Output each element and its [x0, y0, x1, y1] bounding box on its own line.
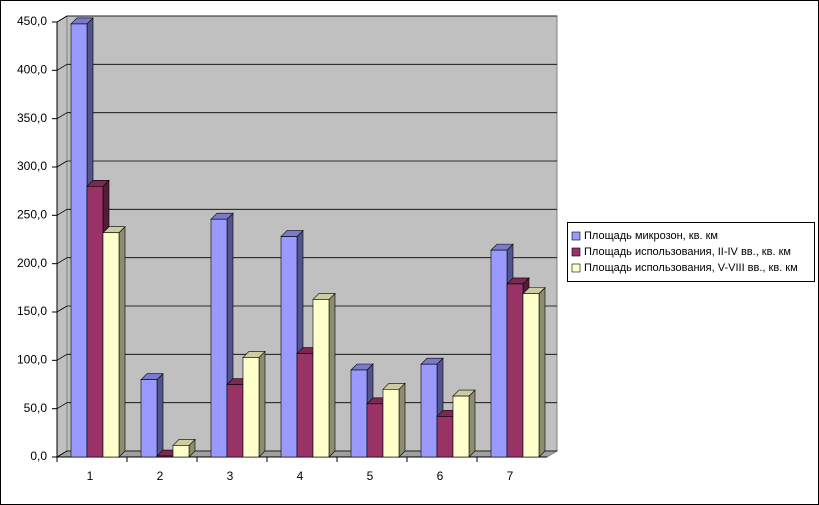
legend-label: Площадь использования, II-IV вв., кв. км [584, 246, 791, 258]
bar [102, 232, 120, 458]
grid-line-side [56, 112, 68, 120]
y-tick-label: 200,0 [17, 256, 47, 270]
bar-side [538, 286, 546, 458]
bar [350, 369, 368, 458]
y-tick-label: 350,0 [17, 111, 47, 125]
x-tick-label: 4 [297, 469, 304, 483]
bar-side [118, 226, 126, 458]
bar-side [156, 372, 164, 458]
bar [226, 384, 244, 458]
x-tick-label: 6 [437, 469, 444, 483]
y-tick-label: 50,0 [24, 401, 48, 415]
bar [312, 299, 330, 458]
side-wall [56, 15, 68, 458]
legend-box [567, 222, 815, 282]
bar-side [328, 292, 336, 458]
y-tick-label: 450,0 [17, 14, 47, 28]
legend: Площадь микрозон, кв. км Площадь использо… [567, 222, 815, 282]
bar-side [398, 382, 406, 458]
bar [420, 363, 438, 458]
bar [506, 283, 524, 458]
bar-side [258, 350, 266, 458]
legend-swatch [571, 247, 581, 257]
legend-label: Площадь использования, V-VIII вв., кв. к… [584, 262, 798, 274]
x-tick-label: 5 [367, 469, 374, 483]
grid-line-side [56, 15, 68, 23]
x-tick-label: 7 [507, 469, 514, 483]
bar [210, 218, 228, 458]
bar-side [468, 389, 476, 458]
grid-line-side [56, 160, 68, 168]
bar [172, 445, 190, 458]
legend-swatch [571, 231, 581, 241]
bar [366, 403, 384, 458]
y-tick-label: 300,0 [17, 159, 47, 173]
grid-line-side [56, 450, 68, 458]
grid-line-side [56, 305, 68, 313]
grid-line-side [56, 353, 68, 361]
grid-line-side [56, 402, 68, 410]
bar [156, 455, 174, 458]
bar [242, 357, 260, 458]
y-tick-label: 0,0 [30, 449, 47, 463]
bar [70, 23, 88, 458]
x-tick-label: 3 [227, 469, 234, 483]
bar [382, 389, 400, 458]
y-tick-label: 400,0 [17, 63, 47, 77]
bar [140, 379, 158, 458]
bar [296, 353, 314, 458]
bar [522, 293, 540, 458]
x-tick-label: 1 [87, 469, 94, 483]
bar [280, 236, 298, 458]
y-tick-label: 100,0 [17, 353, 47, 367]
grid-line-side [56, 63, 68, 71]
grid-line-side [56, 257, 68, 265]
legend-swatch [571, 263, 581, 273]
bar [490, 249, 508, 458]
bar [86, 186, 104, 458]
grid-line-side [56, 208, 68, 216]
legend-label: Площадь микрозон, кв. км [584, 230, 718, 242]
bar [452, 395, 470, 458]
y-tick-label: 150,0 [17, 304, 47, 318]
y-tick-label: 250,0 [17, 208, 47, 222]
x-tick-label: 2 [157, 469, 164, 483]
bar [436, 416, 454, 458]
